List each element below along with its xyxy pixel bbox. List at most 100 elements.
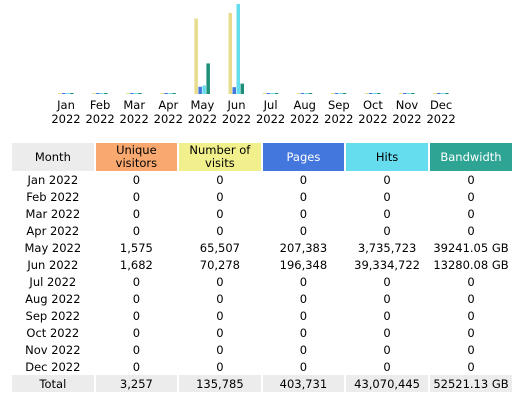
table-row: Nov 2022 0 0 0 0 0 (12, 341, 512, 358)
cell-pages: 0 (299, 172, 308, 187)
cell-unique-visitors: 0 (132, 342, 141, 357)
bar-pages (437, 93, 441, 94)
cell-bandwidth: 39241.05 GB (433, 240, 509, 255)
cell-number-of-visits: 0 (216, 206, 224, 221)
cell-unique-visitors: 0 (132, 359, 141, 374)
cell-pages: 0 (299, 325, 308, 340)
monthly-history-chart: Jan2022Feb2022Mar2022Apr2022May2022Jun20… (51, 4, 456, 126)
cell-number-of-visits: 0 (216, 223, 224, 238)
x-tick-month: Jul (263, 98, 278, 112)
cell-bandwidth: 0 (467, 308, 475, 323)
x-tick-month: Oct (363, 98, 383, 112)
bar-hits (66, 93, 70, 94)
cell-bandwidth: 0 (467, 172, 475, 187)
x-tick-month: Feb (90, 98, 110, 112)
total-number-of-visits: 135,785 (179, 375, 261, 392)
bar-pages (130, 93, 134, 94)
bar-bandwidth (445, 93, 449, 94)
x-tick-year: 2022 (290, 112, 319, 126)
x-tick-year: 2022 (324, 112, 353, 126)
bar-hits (202, 85, 206, 94)
bar-hits (338, 93, 343, 94)
x-tick-year: 2022 (222, 112, 251, 126)
cell-month: Nov 2022 (25, 342, 81, 357)
cell-pages: 0 (299, 274, 308, 289)
bar-hits (372, 93, 377, 94)
x-tick-year: 2022 (120, 112, 149, 126)
cell-number-of-visits: 70,278 (199, 257, 240, 272)
bar-hits (134, 93, 138, 94)
bar-visits (228, 13, 232, 94)
cell-unique-visitors: 1,575 (119, 240, 153, 255)
total-pages: 403,731 (262, 375, 345, 392)
cell-bandwidth: 0 (467, 206, 475, 221)
x-tick-year: 2022 (51, 112, 80, 126)
monthly-history-table: Month Unique visitors Number of visits Pag… (10, 143, 514, 392)
cell-hits: 0 (383, 325, 391, 340)
cell-month: Jun 2022 (27, 257, 79, 272)
table-row: Jul 2022 0 0 0 0 0 (12, 273, 512, 290)
bar-hits (304, 93, 309, 94)
bar-pages (62, 93, 66, 94)
cell-unique-visitors: 0 (132, 206, 141, 221)
cell-month: Dec 2022 (25, 359, 81, 374)
cell-number-of-visits: 0 (216, 325, 224, 340)
x-tick-month: Jan (56, 98, 75, 112)
cell-hits: 0 (383, 189, 391, 204)
cell-pages: 0 (299, 308, 308, 323)
table-row: Sep 2022 0 0 0 0 0 (12, 307, 512, 324)
cell-month: Mar 2022 (25, 206, 81, 221)
cell-number-of-visits: 0 (216, 342, 224, 357)
cell-number-of-visits: 0 (216, 189, 224, 204)
cell-month: Aug 2022 (25, 291, 81, 306)
bar-visits (364, 93, 369, 94)
x-tick-month: Sep (328, 98, 350, 112)
table-row: Jun 2022 1,682 70,278 196,348 39,334,722 1328… (12, 256, 512, 273)
bar-pages (300, 93, 305, 94)
cell-pages: 0 (299, 206, 308, 221)
bar-pages (96, 93, 100, 94)
x-tick-month: Jun (227, 98, 246, 112)
cell-hits: 0 (383, 223, 391, 238)
bar-pages (368, 93, 373, 94)
bar-bandwidth (376, 93, 381, 94)
cell-unique-visitors: 0 (132, 172, 141, 187)
cell-month: May 2022 (24, 240, 82, 255)
bar-pages (198, 86, 202, 94)
x-tick-month: May (191, 98, 215, 112)
cell-bandwidth: 0 (467, 189, 475, 204)
cell-unique-visitors: 0 (132, 291, 141, 306)
cell-hits: 0 (383, 308, 391, 323)
bar-bandwidth (274, 93, 279, 94)
cell-number-of-visits: 0 (216, 308, 224, 323)
x-tick-year: 2022 (188, 112, 217, 126)
cell-number-of-visits: 0 (216, 291, 224, 306)
cell-pages: 0 (299, 189, 308, 204)
table-row: Oct 2022 0 0 0 0 0 (12, 324, 512, 341)
header-pages: Pages (262, 143, 345, 171)
bar-bandwidth (70, 93, 74, 94)
cell-unique-visitors: 0 (132, 189, 141, 204)
bar-visits (433, 93, 437, 94)
x-tick-year: 2022 (85, 112, 114, 126)
bar-visits (58, 93, 62, 94)
x-tick-month: Mar (123, 98, 145, 112)
bar-hits (270, 93, 275, 94)
cell-number-of-visits: 0 (216, 274, 224, 289)
cell-pages: 0 (299, 223, 308, 238)
bar-hits (407, 93, 411, 94)
bar-pages (164, 93, 168, 94)
cell-month: Jul 2022 (29, 274, 77, 289)
cell-pages: 0 (299, 359, 308, 374)
bar-bandwidth (138, 93, 142, 94)
bar-hits (236, 4, 240, 94)
cell-month: Jan 2022 (27, 172, 79, 187)
total-hits: 43,070,445 (346, 375, 428, 392)
bar-bandwidth (240, 83, 244, 94)
x-tick-year: 2022 (256, 112, 285, 126)
table-header-row: Month Unique visitors Number of visits Pag… (12, 143, 512, 171)
cell-bandwidth: 0 (467, 359, 475, 374)
table-row: May 2022 1,575 65,507 207,383 3,735,723 39241… (12, 239, 512, 256)
cell-unique-visitors: 0 (132, 325, 141, 340)
cell-hits: 0 (383, 274, 391, 289)
